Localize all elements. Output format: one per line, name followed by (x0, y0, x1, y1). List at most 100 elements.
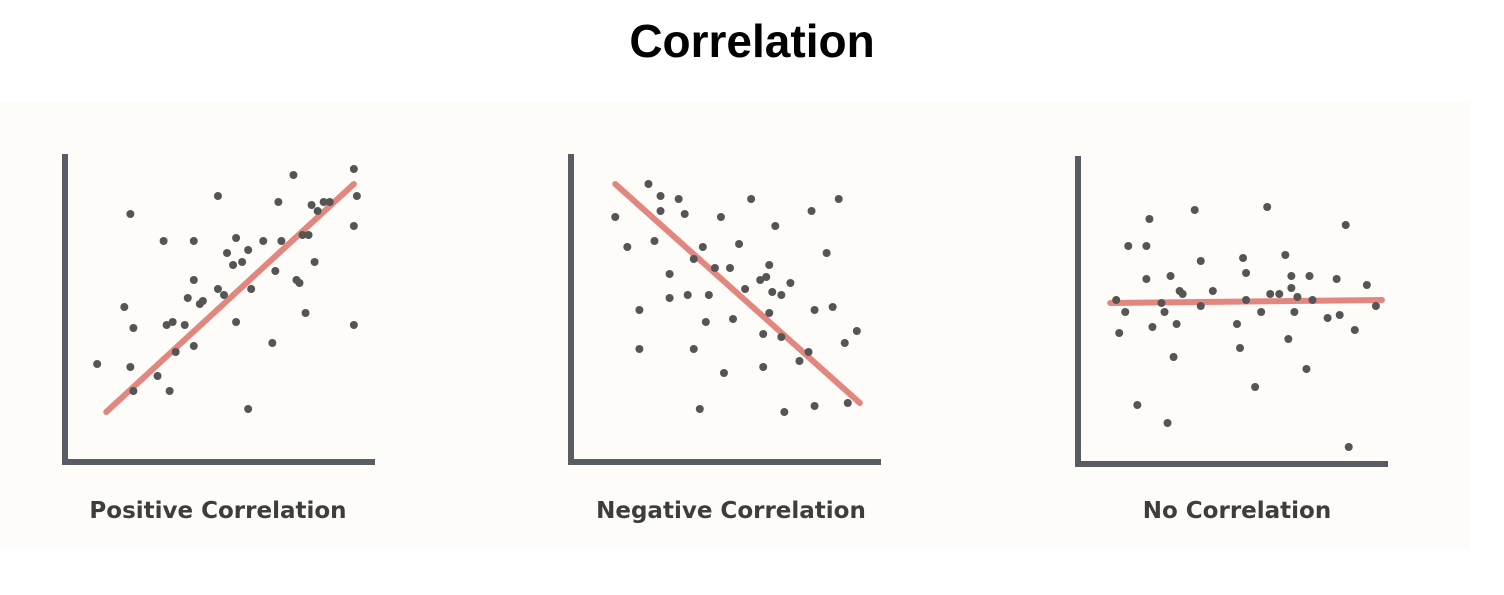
data-point (741, 285, 750, 293)
data-point (1323, 314, 1332, 322)
data-point (180, 321, 189, 329)
data-point (274, 198, 283, 206)
data-point (1335, 311, 1344, 319)
data-point (247, 285, 256, 293)
data-point (1242, 296, 1251, 304)
data-point (1281, 251, 1290, 259)
data-point (159, 237, 168, 245)
data-point (1251, 383, 1260, 391)
data-point (268, 339, 277, 347)
data-point (189, 237, 198, 245)
data-point (1169, 353, 1178, 361)
data-point (1157, 299, 1166, 307)
data-point (1124, 242, 1133, 250)
data-point (683, 291, 692, 299)
data-point (93, 360, 102, 368)
scatter-chart-2: Negative Correlation (568, 154, 881, 524)
data-point (611, 213, 620, 221)
data-point (843, 399, 852, 407)
data-point (1145, 215, 1154, 223)
data-point (120, 303, 129, 311)
data-point (635, 306, 644, 314)
data-point (768, 288, 777, 296)
data-point (710, 264, 719, 272)
data-point (349, 165, 358, 173)
data-point (1287, 284, 1296, 292)
data-point (1233, 320, 1241, 328)
data-point (1142, 275, 1151, 283)
data-point (1332, 275, 1341, 283)
data-point (1305, 272, 1314, 280)
data-point (289, 171, 298, 179)
data-point (1208, 287, 1217, 295)
data-point (665, 270, 674, 278)
data-point (810, 402, 819, 410)
data-point (1190, 206, 1199, 214)
data-point (1341, 221, 1350, 229)
data-point (1263, 203, 1272, 211)
data-point (277, 237, 286, 245)
data-point (689, 255, 698, 263)
data-point (656, 192, 665, 200)
data-point (852, 327, 861, 335)
data-point (747, 195, 756, 203)
data-point (771, 222, 780, 230)
data-point (759, 363, 768, 371)
data-point (650, 237, 659, 245)
data-point (762, 273, 771, 281)
data-point (232, 234, 241, 242)
data-point (1196, 302, 1205, 310)
data-point (229, 261, 238, 269)
data-point (822, 249, 831, 257)
data-point (244, 405, 253, 413)
data-point (704, 291, 713, 299)
data-point (162, 321, 171, 329)
data-point (189, 342, 198, 350)
data-point (1284, 335, 1293, 343)
data-point (171, 348, 180, 356)
data-point (1266, 290, 1275, 298)
data-point (756, 276, 765, 284)
data-point (635, 345, 644, 353)
data-point (828, 303, 837, 311)
data-point (1344, 443, 1353, 451)
data-point (765, 261, 774, 269)
data-point (795, 357, 804, 365)
data-point (1178, 290, 1187, 298)
data-point (1362, 281, 1371, 289)
scatter-chart-3: No Correlation (1075, 156, 1388, 524)
chart-caption: No Correlation (1143, 498, 1331, 524)
data-point (665, 294, 674, 302)
data-point (189, 276, 198, 284)
data-point (349, 222, 358, 230)
data-point (1302, 365, 1311, 373)
chart-panel-background (0, 102, 1469, 549)
chart-caption: Negative Correlation (596, 498, 866, 524)
data-point (1275, 290, 1284, 298)
data-point (259, 237, 268, 245)
data-point (198, 297, 207, 305)
data-point (168, 318, 177, 326)
trend-line (103, 181, 357, 415)
data-point (777, 333, 786, 341)
data-point (1121, 308, 1130, 316)
data-point (1290, 308, 1299, 316)
data-point (1163, 419, 1172, 427)
data-point (729, 315, 738, 323)
data-point (680, 210, 689, 218)
data-point (223, 249, 232, 257)
data-point (726, 264, 734, 272)
data-point (1115, 329, 1124, 337)
data-point (1166, 272, 1175, 280)
data-point (1308, 296, 1317, 304)
data-point (689, 345, 698, 353)
data-point (695, 405, 704, 413)
data-point (1239, 254, 1248, 262)
data-point (735, 240, 744, 248)
data-point (153, 372, 162, 380)
data-point (786, 279, 795, 287)
data-point (698, 243, 707, 251)
data-point (295, 279, 304, 287)
data-point (129, 387, 138, 395)
data-point (701, 318, 710, 326)
